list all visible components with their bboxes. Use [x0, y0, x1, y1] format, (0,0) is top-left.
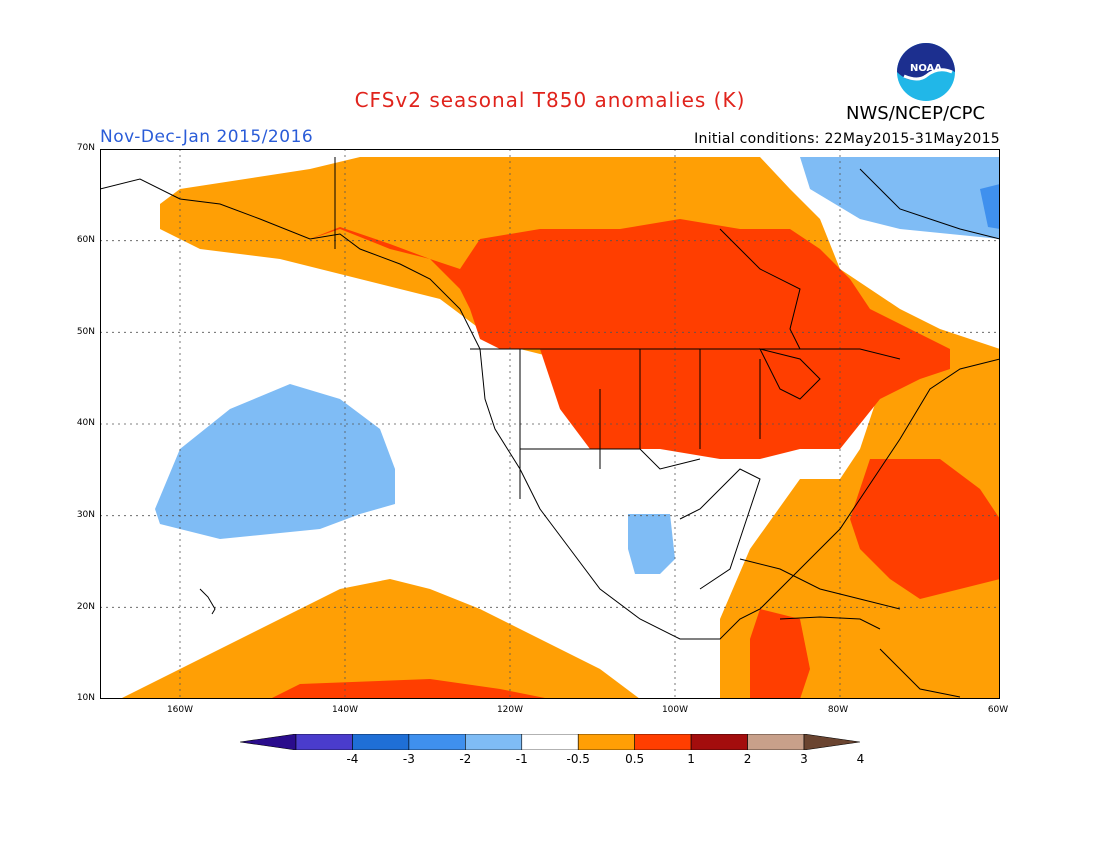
lat-label-20n: 20N — [76, 602, 95, 612]
legend-label: 3 — [800, 752, 808, 766]
legend-swatch — [352, 734, 410, 750]
legend-swatch — [634, 734, 692, 750]
initial-conditions-label: Initial conditions: 22May2015-31May2015 — [694, 131, 1000, 147]
anomaly-fill-neg — [155, 157, 1000, 574]
legend-colorbar — [240, 734, 860, 750]
lon-label-160w: 160W — [166, 705, 194, 715]
lon-label-60w: 60W — [987, 705, 1009, 715]
graticule — [100, 149, 1000, 699]
legend-label: 4 — [856, 752, 865, 766]
legend-swatch — [465, 734, 523, 750]
legend-label: 2 — [743, 752, 752, 766]
legend-label: -4 — [346, 752, 359, 766]
legend-swatch — [747, 734, 805, 750]
logo-text: NOAA — [910, 63, 942, 74]
legend-label: -2 — [459, 752, 472, 766]
legend-swatch — [240, 734, 297, 750]
agency-label: NWS/NCEP/CPC — [846, 103, 986, 124]
legend-swatch — [521, 734, 579, 750]
season-label: Nov-Dec-Jan 2015/2016 — [100, 127, 314, 147]
legend-swatch — [295, 734, 353, 750]
lon-label-80w: 80W — [827, 705, 849, 715]
noaa-logo: NOAA — [897, 43, 955, 101]
lat-label-30n: 30N — [76, 510, 95, 520]
lon-label-100w: 100W — [661, 705, 689, 715]
legend-swatch — [690, 734, 748, 750]
legend-label: -3 — [402, 752, 415, 766]
legend-swatch — [408, 734, 466, 750]
map-title: CFSv2 seasonal T850 anomalies (K) — [354, 88, 746, 112]
lat-label-40n: 40N — [76, 418, 95, 428]
legend-swatch — [803, 734, 860, 750]
anomaly-map — [100, 149, 1000, 699]
lon-label-120w: 120W — [496, 705, 524, 715]
lat-label-10n: 10N — [76, 693, 95, 703]
lat-label-60n: 60N — [76, 235, 95, 245]
lon-label-140w: 140W — [331, 705, 359, 715]
lat-label-70n: 70N — [76, 143, 95, 153]
anomaly-fill-1-2 — [270, 219, 1000, 699]
legend-label: -0.5 — [566, 752, 590, 766]
lat-label-50n: 50N — [76, 327, 95, 337]
anomaly-fill-neg-strong — [980, 184, 1000, 229]
coastlines — [100, 157, 1000, 698]
legend-label: 1 — [687, 752, 695, 766]
legend-label: 0.5 — [625, 752, 645, 766]
legend-label: -1 — [515, 752, 528, 766]
legend-swatch — [577, 734, 635, 750]
